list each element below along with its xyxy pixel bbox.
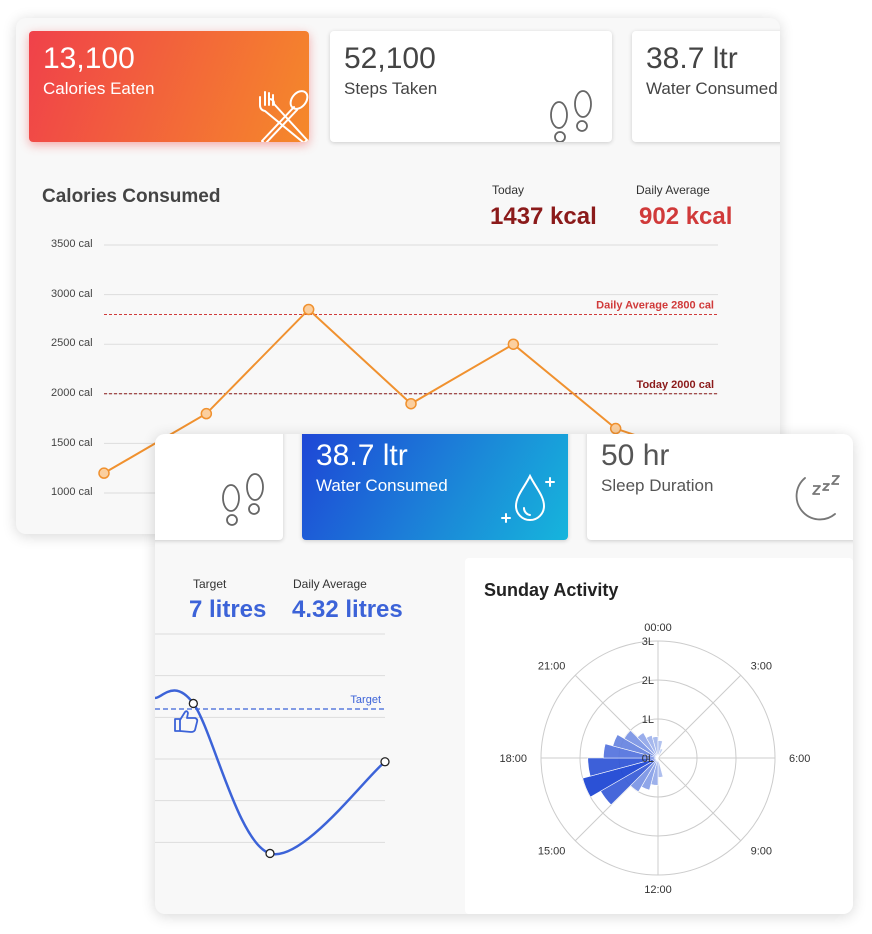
moon-sleep-icon — [795, 475, 840, 521]
water-average-value: 4.32 litres — [292, 596, 403, 623]
y-tick-label: 3500 cal — [51, 238, 93, 250]
y-tick-label: 2000 cal — [51, 387, 93, 399]
sleep-duration-card[interactable]: 50 hr Sleep Duration — [587, 434, 853, 540]
water-consumed-label: Water Consumed — [646, 79, 778, 98]
radial-tick-label: 1L — [642, 714, 654, 726]
angular-tick-label: 6:00 — [789, 753, 810, 765]
y-tick-label: 3000 cal — [51, 288, 93, 300]
data-point — [98, 467, 110, 479]
steps-taken-card[interactable]: 52,100 Steps Taken — [330, 31, 612, 142]
polar-bar — [657, 748, 664, 759]
polar-bar — [612, 734, 659, 759]
calories-line-chart: Daily Average 2800 cal Today 2000 cal — [98, 244, 724, 494]
footprints-icon — [550, 90, 592, 142]
sunday-activity-card: Sunday Activity 0L 1L 2L 3L 00:00 3:00 6:00 9:0… — [465, 558, 853, 914]
water-sleep-panel: 38.7 ltr Water Consumed 50 hr Sleep Dura… — [155, 434, 853, 914]
water-consumed-card-active[interactable]: 38.7 ltr Water Consumed — [302, 434, 568, 540]
angular-tick-label: 3:00 — [751, 660, 772, 672]
sunday-activity-title: Sunday Activity — [484, 580, 619, 600]
polar-bar — [587, 757, 659, 777]
sleep-duration-value: 50 hr — [601, 439, 670, 472]
data-point — [405, 397, 417, 410]
data-point — [507, 338, 520, 350]
polar-bar — [652, 736, 659, 759]
water-series-line — [155, 689, 386, 856]
polar-bar — [623, 729, 659, 759]
reference-line-label: Today 2000 cal — [637, 379, 714, 391]
calories-eaten-value: 13,100 — [43, 42, 135, 75]
target-line-label: Target — [350, 694, 381, 706]
data-point — [302, 303, 315, 316]
daily-average-label: Daily Average — [636, 183, 710, 197]
data-point — [609, 422, 622, 435]
angular-tick-label: 18:00 — [499, 753, 527, 765]
target-value: 7 litres — [189, 596, 267, 623]
calories-chart-title: Calories Consumed — [42, 186, 221, 207]
radial-tick-label: 0L — [642, 753, 654, 765]
polar-bar — [636, 732, 659, 759]
polar-bar — [645, 735, 659, 759]
sleep-duration-label: Sleep Duration — [601, 476, 714, 495]
reference-line-label: Daily Average 2800 cal — [596, 299, 714, 311]
thumbs-up-icon — [174, 710, 199, 733]
polar-spoke — [657, 757, 742, 842]
polar-bar — [582, 757, 659, 798]
water-consumed-value: 38.7 ltr — [316, 439, 408, 472]
water-consumed-value: 38.7 ltr — [646, 42, 738, 75]
y-tick-label: 1500 cal — [51, 437, 93, 449]
data-point — [380, 757, 390, 767]
water-consumed-card[interactable]: 38.7 ltr Water Consumed — [632, 31, 780, 142]
data-point — [188, 698, 198, 709]
steps-taken-value: 52,100 — [344, 42, 436, 75]
data-point — [265, 848, 275, 859]
y-tick-label: 2500 cal — [51, 337, 93, 349]
calories-eaten-card[interactable]: 13,100 Calories Eaten — [29, 31, 309, 142]
angular-tick-label: 00:00 — [644, 622, 672, 634]
sunday-activity-polar-chart: 0L 1L 2L 3L 00:00 3:00 6:00 9:00 12:00 15:00 18:00… — [499, 622, 810, 896]
angular-tick-label: 12:00 — [644, 884, 672, 896]
target-label: Target — [193, 577, 227, 591]
y-tick-label: 1000 cal — [51, 486, 93, 498]
steps-card-partial[interactable] — [155, 434, 283, 540]
today-label: Today — [492, 183, 525, 197]
radial-tick-label: 3L — [642, 636, 654, 648]
today-value: 1437 kcal — [490, 203, 597, 230]
footprints-icon — [222, 473, 264, 526]
steps-taken-label: Steps Taken — [344, 79, 438, 98]
water-drop-icon — [501, 473, 555, 523]
water-line-chart: Target — [155, 633, 390, 859]
polar-spoke — [657, 674, 742, 759]
fork-spoon-icon — [259, 90, 309, 142]
daily-average-value: 902 kcal — [639, 203, 733, 230]
calories-eaten-label: Calories Eaten — [43, 79, 155, 98]
angular-tick-label: 21:00 — [538, 660, 566, 672]
radial-tick-label: 2L — [642, 675, 654, 687]
water-consumed-label: Water Consumed — [316, 476, 448, 495]
angular-tick-label: 15:00 — [538, 846, 566, 858]
water-average-label: Daily Average — [293, 577, 367, 591]
angular-tick-label: 9:00 — [751, 846, 772, 858]
data-point — [200, 407, 213, 420]
